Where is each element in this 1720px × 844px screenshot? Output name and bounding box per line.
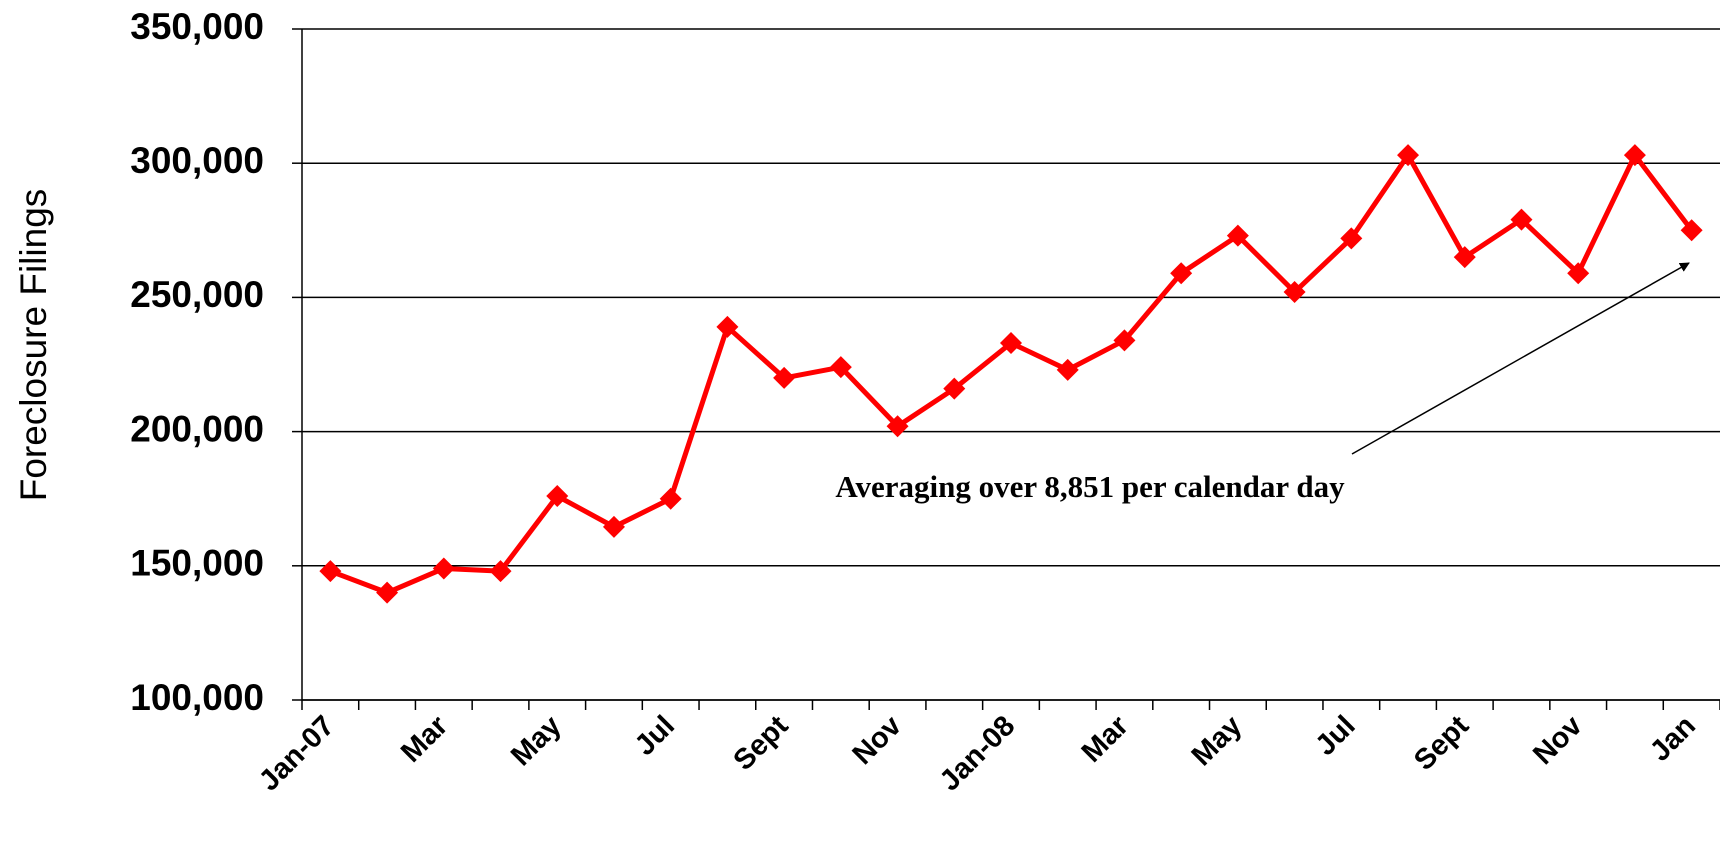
data-point [1567, 262, 1590, 285]
data-point [1397, 144, 1420, 167]
data-point [1170, 262, 1193, 285]
x-tick-label: Jul [629, 710, 681, 762]
data-point [1453, 246, 1476, 269]
data-point [1623, 144, 1646, 167]
data-point [1680, 219, 1703, 242]
y-axis-label: Foreclosure Filings [13, 189, 54, 502]
data-point [1340, 227, 1363, 250]
data-point [489, 560, 512, 583]
data-point [376, 581, 399, 604]
data-point [1226, 224, 1249, 247]
y-tick-label: 200,000 [130, 408, 264, 449]
y-tick-label: 150,000 [130, 543, 264, 584]
data-point [886, 415, 909, 438]
y-tick-label: 100,000 [130, 677, 264, 718]
x-tick-label: May [1186, 710, 1249, 773]
y-tick-label: 350,000 [130, 6, 264, 47]
data-point [1113, 329, 1136, 352]
x-tick-label: Jul [1309, 710, 1361, 762]
x-tick-label: May [505, 710, 568, 773]
x-tick-label: Nov [1527, 710, 1588, 771]
data-point [829, 356, 852, 379]
data-point [773, 366, 796, 389]
x-tick-label: Sept [727, 709, 794, 776]
x-tick-label: Nov [847, 710, 908, 771]
y-tick-label: 300,000 [130, 140, 264, 181]
annotation-arrow [1351, 262, 1690, 455]
data-point [546, 485, 569, 508]
data-point [1000, 332, 1022, 355]
data-point [1056, 358, 1079, 381]
x-tick-label: Jan-08 [934, 710, 1022, 798]
data-point [602, 515, 625, 538]
data-point [943, 377, 966, 400]
x-tick-label: Sept [1408, 709, 1475, 776]
data-point [1283, 281, 1306, 304]
data-point [716, 315, 739, 338]
data-point [319, 560, 342, 583]
x-tick-label: Mar [1076, 710, 1135, 769]
x-tick-label: Mar [395, 710, 454, 769]
x-tick-label: Jan-07 [253, 710, 341, 798]
x-tick-label: Jan [1644, 710, 1702, 768]
series-line [329, 152, 1694, 596]
data-point [659, 487, 682, 510]
y-tick-label: 250,000 [130, 274, 264, 315]
data-point [432, 557, 455, 580]
annotation: Averaging over 8,851 per calendar day [835, 469, 1345, 504]
data-point [1510, 208, 1533, 231]
